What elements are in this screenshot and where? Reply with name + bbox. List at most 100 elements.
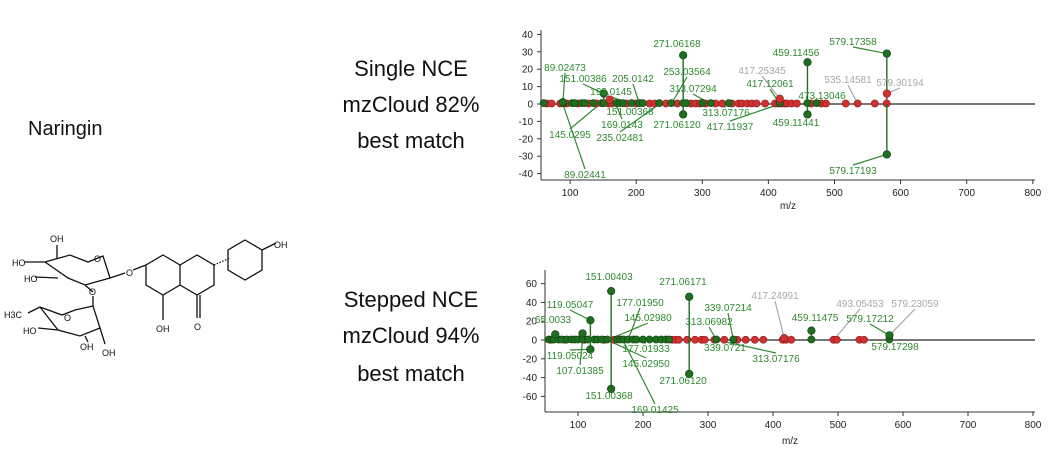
- x-tick-label: 800: [1025, 420, 1042, 431]
- matched-peak: [589, 99, 598, 108]
- matched-peak: [679, 110, 688, 119]
- matched-peak: [655, 99, 664, 108]
- peak-label: 313.06982: [685, 317, 733, 328]
- x-tick-label: 400: [760, 188, 777, 199]
- y-tick-label: -30: [519, 152, 534, 163]
- unmatched-peak: [780, 334, 789, 343]
- peak-label: 271.06120: [659, 376, 707, 387]
- matched-peak: [639, 335, 647, 344]
- peak-label: 151.00368: [606, 107, 654, 118]
- peak-label: 253.03564: [663, 67, 711, 78]
- unmatched-peak: [674, 335, 683, 344]
- peak-label: 169.01425: [631, 405, 679, 416]
- y-tick-label: -60: [523, 392, 538, 403]
- y-tick-label: -20: [519, 134, 534, 145]
- unmatched-peak: [750, 335, 759, 344]
- x-tick-label: 100: [562, 188, 579, 199]
- peaks: [544, 287, 894, 393]
- unmatched-peak: [870, 99, 879, 108]
- x-tick-label: 600: [895, 420, 912, 431]
- leader-line: [774, 300, 785, 339]
- leader-line: [833, 308, 861, 341]
- leader-line: [622, 339, 656, 405]
- matched-peak: [627, 99, 636, 108]
- leader-line: [761, 75, 781, 100]
- matched-peak: [558, 98, 567, 107]
- atom-label: O: [194, 322, 201, 332]
- y-tick-label: 40: [522, 30, 534, 41]
- peak-label: 339.07214: [704, 303, 752, 314]
- x-tick-label: 100: [570, 420, 587, 431]
- unmatched-peak: [718, 99, 727, 108]
- x-tick-label: 500: [826, 188, 843, 199]
- y-tick-label: -40: [523, 373, 538, 384]
- leader-line: [729, 103, 780, 122]
- peak-label: 89.02473: [544, 63, 586, 74]
- atom-label: O: [126, 268, 133, 278]
- unmatched-peak: [882, 89, 892, 98]
- unmatched-peak: [841, 99, 850, 108]
- y-tick-label: 60: [526, 279, 538, 290]
- peak-label: 473.13046: [798, 91, 846, 102]
- atom-label: HO: [23, 326, 37, 336]
- panel1-line1: Single NCE: [354, 56, 468, 81]
- matched-peak: [685, 369, 694, 378]
- atom-label: H3C: [4, 310, 23, 320]
- matched-peak: [682, 99, 691, 108]
- atom-label: OH: [50, 234, 64, 244]
- leader-line: [670, 76, 688, 105]
- leader-line: [562, 103, 586, 170]
- unmatched-peak: [741, 335, 750, 344]
- x-tick-label: 600: [892, 188, 909, 199]
- matched-peak: [619, 99, 627, 108]
- y-tick-label: 20: [522, 65, 534, 76]
- compound-name: Naringin: [28, 118, 103, 140]
- unmatched-peak: [547, 99, 556, 108]
- leader-line: [852, 153, 888, 166]
- matched-peak: [539, 99, 548, 108]
- peak-label: 119.05047: [547, 300, 594, 311]
- leader-line: [889, 308, 916, 336]
- matched-peak: [885, 331, 894, 340]
- peak-label: 145.0295: [549, 130, 591, 141]
- unmatched-peak: [700, 335, 709, 344]
- matched-peak: [580, 99, 589, 108]
- peak-label: 65.0033: [535, 315, 572, 326]
- peak-label: 459.11475: [792, 313, 839, 324]
- y-tick-label: 30: [522, 47, 534, 58]
- leader-line: [562, 72, 566, 103]
- matched-peak: [882, 49, 891, 58]
- peak-label: 145.02980: [624, 313, 672, 324]
- peak-label: 459.11456: [773, 48, 820, 59]
- atom-label: OH: [102, 348, 116, 358]
- x-tick-label: 200: [628, 188, 645, 199]
- x-axis-label: m/z: [782, 436, 798, 447]
- matched-peak: [578, 329, 587, 338]
- peak-label: 151.00386: [559, 74, 607, 85]
- peak-label: 313.07176: [752, 354, 800, 365]
- unmatched-peak: [832, 335, 841, 344]
- peak-label: 535.14581: [824, 75, 872, 86]
- y-tick-label: -10: [519, 117, 534, 128]
- leader-line: [579, 339, 584, 366]
- x-tick-label: 800: [1024, 188, 1041, 199]
- unmatched-peak: [860, 335, 868, 344]
- matched-peak: [803, 58, 812, 67]
- atom-label: O: [94, 254, 101, 264]
- x-tick-label: 700: [960, 420, 977, 431]
- panel2-line3: best match: [357, 361, 465, 386]
- matched-peak: [632, 335, 641, 344]
- leader-lines: [562, 46, 901, 170]
- peak-label: 151.00403: [585, 272, 633, 283]
- matched-peak: [803, 110, 812, 119]
- matched-peak: [698, 99, 707, 108]
- panel2-line1: Stepped NCE: [343, 287, 479, 312]
- peak-label: 145.02950: [622, 359, 670, 370]
- peak-label: 107.01385: [556, 366, 604, 377]
- peak-label: 459.11441: [773, 118, 820, 129]
- unmatched-peak: [853, 99, 862, 108]
- panel1-line3: best match: [357, 128, 465, 153]
- unmatched-peak: [761, 99, 769, 108]
